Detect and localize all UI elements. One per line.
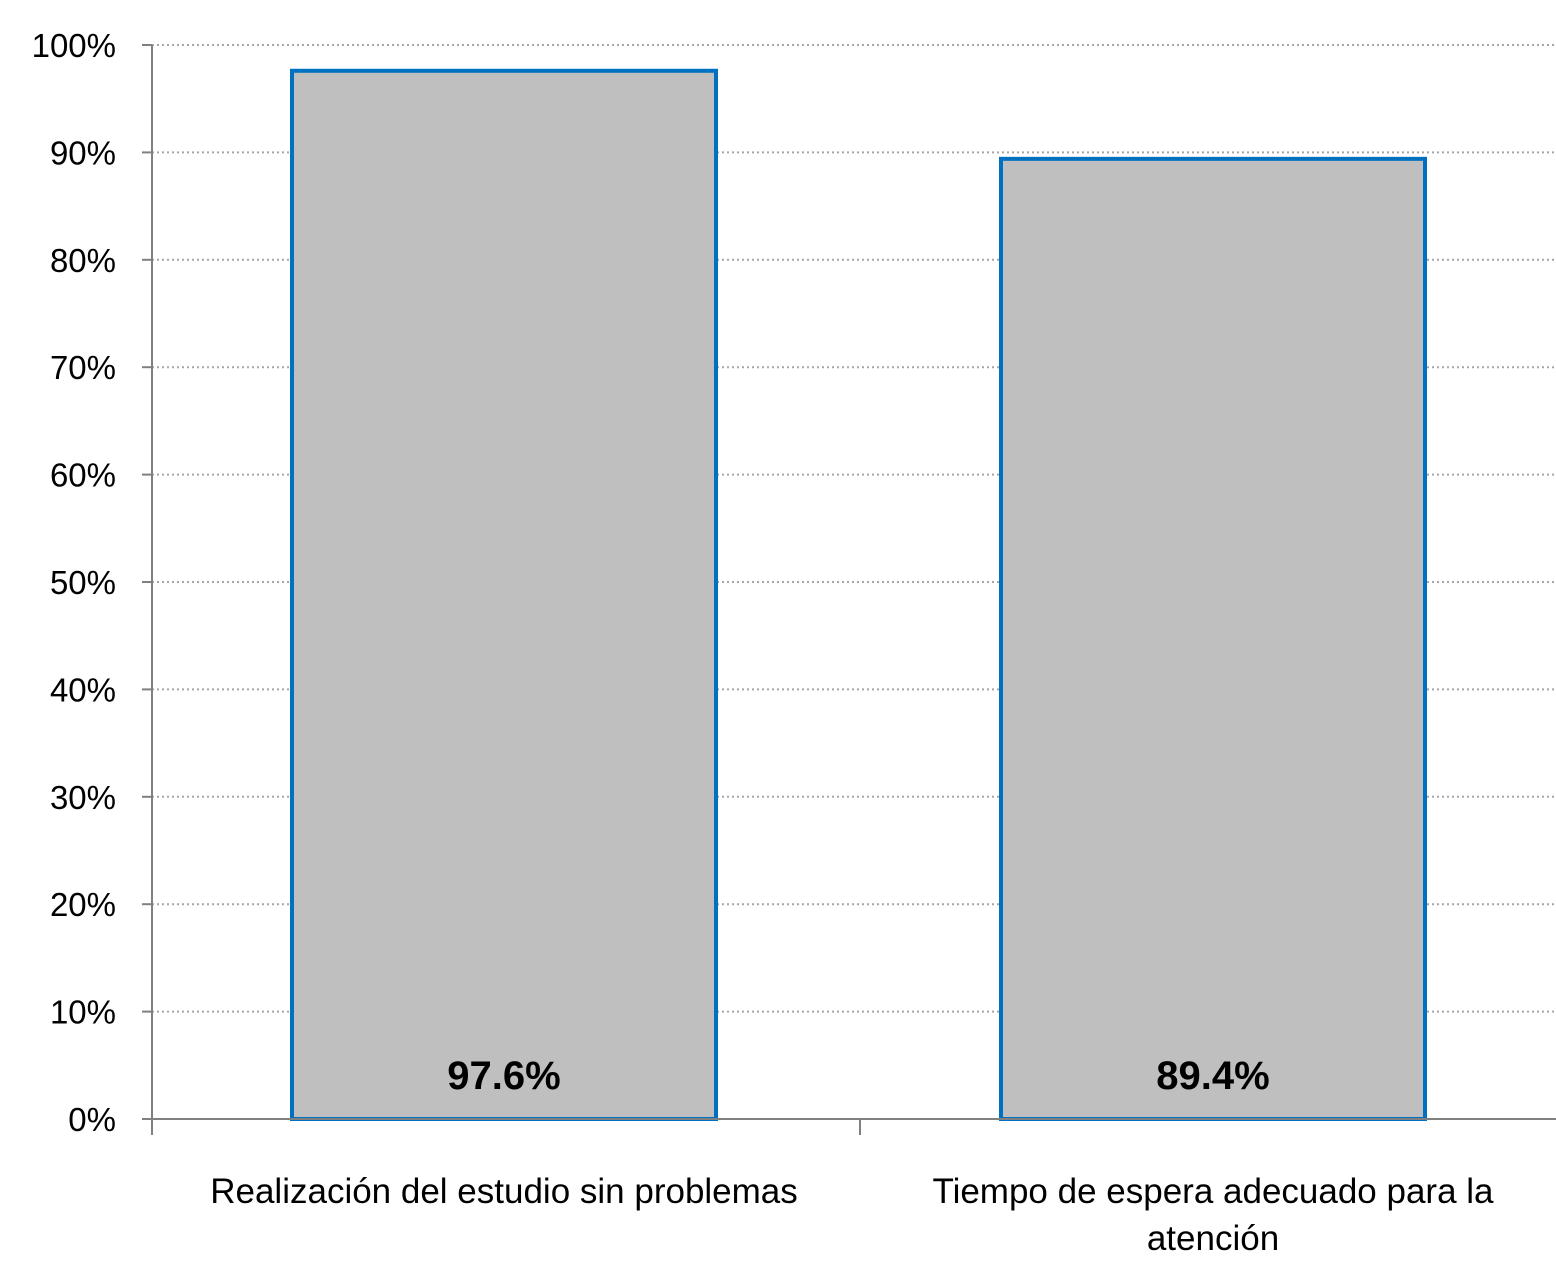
y-tick-label: 70% — [50, 349, 116, 386]
y-tick-label: 50% — [50, 564, 116, 601]
y-tick-label: 20% — [50, 886, 116, 923]
x-category-label: Realización del estudio sin problemas — [210, 1172, 798, 1211]
data-label: 89.4% — [1156, 1054, 1269, 1098]
y-tick-label: 30% — [50, 779, 116, 816]
y-tick-label: 40% — [50, 671, 116, 708]
y-tick-label: 60% — [50, 457, 116, 494]
y-tick-label: 100% — [32, 27, 116, 64]
y-tick-label: 10% — [50, 994, 116, 1031]
bars — [292, 71, 1425, 1119]
bar — [1001, 159, 1425, 1119]
bar — [292, 71, 716, 1119]
y-tick-label: 80% — [50, 242, 116, 279]
data-label: 97.6% — [447, 1054, 560, 1098]
y-tick-label: 0% — [68, 1101, 116, 1138]
x-category-label: Tiempo de espera adecuado para la atenció… — [932, 1172, 1494, 1258]
y-tick-label: 90% — [50, 134, 116, 171]
